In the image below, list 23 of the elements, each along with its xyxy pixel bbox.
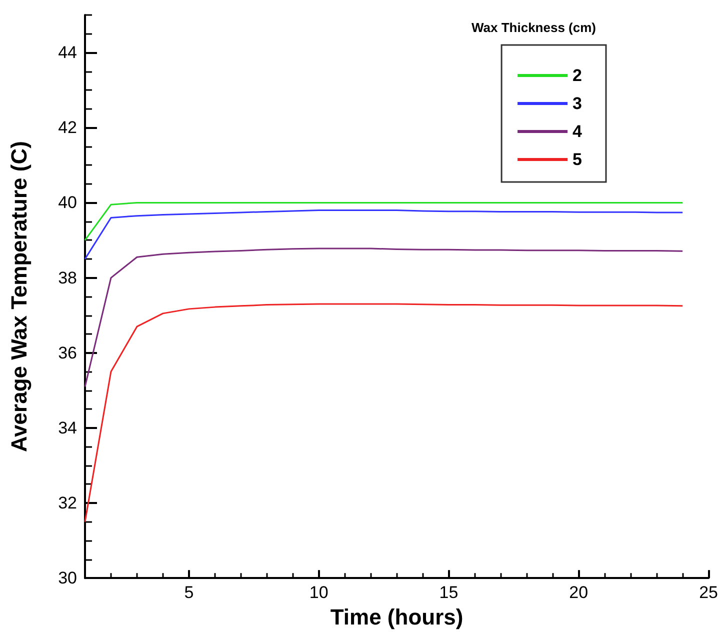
line-series xyxy=(84,303,684,523)
legend-label: 2 xyxy=(572,66,582,85)
x-tick-label: 15 xyxy=(439,583,458,602)
y-tick-label: 42 xyxy=(58,118,77,138)
legend-title: Wax Thickness (cm) xyxy=(471,20,596,35)
legend-label: 3 xyxy=(572,94,582,113)
y-tick-label: 38 xyxy=(58,268,77,288)
line-series xyxy=(84,248,684,388)
x-axis-title: Time (hours) xyxy=(330,604,464,630)
legend-label: 5 xyxy=(572,150,582,169)
x-tick-label: 10 xyxy=(309,583,328,602)
legend-label: 4 xyxy=(572,122,583,141)
y-tick-label: 32 xyxy=(58,494,77,513)
y-tick-label: 30 xyxy=(58,568,77,588)
y-axis-title: Average Wax Temperature (C) xyxy=(6,141,32,452)
x-tick-label: 25 xyxy=(699,583,718,602)
y-tick-label: 40 xyxy=(58,193,77,212)
x-tick-label: 20 xyxy=(569,583,588,602)
y-tick-label: 36 xyxy=(58,343,77,362)
line-series xyxy=(84,209,684,260)
x-tick-label: 5 xyxy=(184,583,194,602)
y-tick-label: 34 xyxy=(58,418,77,438)
y-tick-label: 44 xyxy=(58,43,77,62)
